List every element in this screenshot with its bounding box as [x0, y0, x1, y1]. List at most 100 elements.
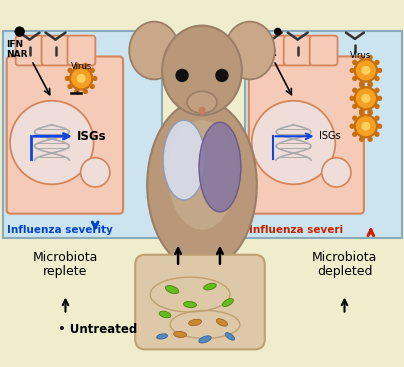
- Circle shape: [90, 84, 94, 88]
- Text: NAR: NAR: [6, 50, 27, 59]
- FancyBboxPatch shape: [245, 30, 402, 238]
- Text: ISGs: ISGs: [319, 131, 340, 141]
- Circle shape: [75, 90, 79, 93]
- Circle shape: [10, 101, 94, 184]
- Text: ISGs: ISGs: [77, 130, 107, 143]
- Ellipse shape: [129, 22, 179, 79]
- Circle shape: [93, 76, 97, 80]
- Circle shape: [353, 76, 357, 80]
- Circle shape: [357, 89, 375, 108]
- Ellipse shape: [168, 120, 236, 230]
- Circle shape: [375, 61, 379, 64]
- Ellipse shape: [223, 299, 233, 306]
- Text: Virus: Virus: [71, 62, 92, 71]
- Circle shape: [362, 122, 370, 130]
- Ellipse shape: [199, 122, 241, 212]
- FancyBboxPatch shape: [42, 36, 69, 65]
- Circle shape: [368, 137, 372, 141]
- Circle shape: [68, 84, 72, 88]
- Circle shape: [72, 69, 90, 88]
- Ellipse shape: [162, 26, 242, 115]
- FancyBboxPatch shape: [249, 57, 364, 214]
- Circle shape: [322, 158, 351, 187]
- Circle shape: [360, 81, 364, 86]
- Circle shape: [362, 94, 370, 102]
- Text: Microbiota: Microbiota: [33, 251, 98, 264]
- Ellipse shape: [204, 283, 216, 290]
- Ellipse shape: [225, 22, 275, 79]
- Circle shape: [378, 97, 381, 100]
- Circle shape: [354, 87, 377, 110]
- FancyBboxPatch shape: [7, 57, 123, 214]
- Circle shape: [353, 132, 357, 136]
- Text: replete: replete: [43, 265, 88, 278]
- Circle shape: [83, 90, 87, 93]
- FancyBboxPatch shape: [3, 30, 162, 238]
- Circle shape: [368, 83, 372, 87]
- Ellipse shape: [199, 336, 211, 343]
- Circle shape: [68, 68, 72, 72]
- Circle shape: [375, 116, 379, 120]
- FancyBboxPatch shape: [309, 36, 337, 65]
- Circle shape: [378, 69, 381, 72]
- Circle shape: [69, 67, 93, 90]
- Text: Virus: Virus: [350, 51, 372, 60]
- Circle shape: [275, 28, 281, 35]
- Circle shape: [75, 63, 79, 67]
- Ellipse shape: [166, 286, 179, 294]
- FancyBboxPatch shape: [16, 36, 44, 65]
- Circle shape: [81, 158, 110, 187]
- Circle shape: [360, 83, 364, 87]
- Circle shape: [353, 116, 357, 120]
- Text: Influenza severity: Influenza severity: [7, 225, 113, 235]
- Circle shape: [350, 97, 354, 100]
- Circle shape: [350, 69, 354, 72]
- Circle shape: [360, 109, 364, 113]
- Ellipse shape: [159, 311, 171, 318]
- Text: Microbiota: Microbiota: [312, 251, 377, 264]
- Ellipse shape: [183, 302, 196, 308]
- Circle shape: [353, 104, 357, 108]
- Circle shape: [368, 81, 372, 86]
- Text: depleted: depleted: [317, 265, 372, 278]
- Ellipse shape: [163, 120, 205, 200]
- Circle shape: [368, 111, 372, 115]
- Circle shape: [65, 76, 69, 80]
- Circle shape: [360, 55, 364, 59]
- Ellipse shape: [189, 319, 202, 326]
- Circle shape: [176, 69, 188, 81]
- Ellipse shape: [147, 100, 257, 270]
- Circle shape: [368, 109, 372, 113]
- Circle shape: [354, 115, 377, 138]
- Ellipse shape: [217, 319, 227, 326]
- Circle shape: [77, 75, 85, 82]
- Circle shape: [375, 132, 379, 136]
- Circle shape: [199, 107, 205, 113]
- FancyBboxPatch shape: [135, 255, 265, 349]
- Circle shape: [15, 27, 24, 36]
- Circle shape: [357, 61, 375, 80]
- Circle shape: [360, 137, 364, 141]
- Circle shape: [90, 68, 94, 72]
- Circle shape: [354, 59, 377, 82]
- FancyBboxPatch shape: [67, 36, 95, 65]
- Circle shape: [353, 61, 357, 64]
- Circle shape: [252, 101, 335, 184]
- Text: Influenza severi: Influenza severi: [249, 225, 343, 235]
- Circle shape: [378, 124, 381, 128]
- Circle shape: [375, 88, 379, 92]
- Ellipse shape: [157, 334, 168, 339]
- Circle shape: [375, 104, 379, 108]
- Circle shape: [353, 88, 357, 92]
- Circle shape: [216, 69, 228, 81]
- Text: IFNAR: IFNAR: [248, 49, 276, 58]
- Circle shape: [350, 124, 354, 128]
- Text: IFN: IFN: [6, 40, 23, 49]
- Text: IFN: IFN: [248, 38, 265, 47]
- Ellipse shape: [187, 91, 217, 113]
- Circle shape: [368, 55, 372, 59]
- Circle shape: [357, 117, 375, 135]
- Circle shape: [360, 111, 364, 115]
- Circle shape: [375, 76, 379, 80]
- Ellipse shape: [174, 331, 187, 338]
